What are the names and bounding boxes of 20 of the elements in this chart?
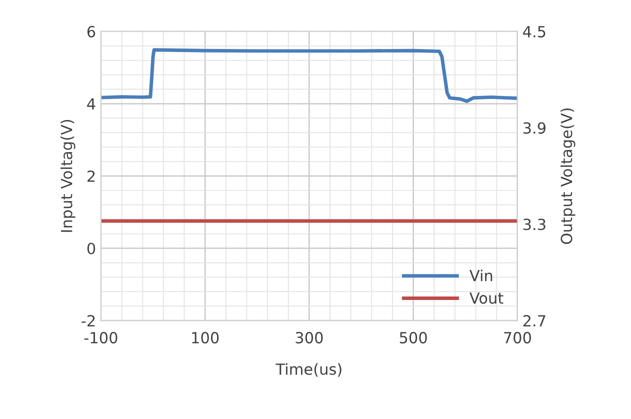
x-tick-label: 500 bbox=[400, 332, 427, 344]
y-tick-label: 2 bbox=[88, 170, 95, 182]
y-tick-label: 6 bbox=[87, 26, 96, 38]
x-tick-label: 700 bbox=[504, 332, 531, 344]
y2-tick-label: 3.9 bbox=[523, 122, 546, 134]
y2-tick-label: 3.3 bbox=[523, 218, 546, 230]
legend-label: Vout bbox=[470, 292, 504, 304]
x-tick-label: -100 bbox=[84, 332, 118, 344]
y-axis-title: Input Voltag(V) bbox=[60, 120, 76, 232]
legend-label: Vin bbox=[470, 270, 492, 282]
x-axis-title: Time(us) bbox=[276, 363, 342, 377]
y-tick-label: -2 bbox=[82, 315, 95, 326]
y2-tick-label: 2.7 bbox=[523, 315, 546, 326]
y-tick-label: 4 bbox=[87, 98, 96, 110]
y-tick-label: 0 bbox=[87, 242, 96, 254]
line-series bbox=[100, 48, 518, 103]
x-tick-label: 300 bbox=[296, 332, 323, 344]
y2-axis-title: Output Voltage(V) bbox=[560, 108, 576, 244]
x-tick-label: 100 bbox=[192, 332, 219, 344]
y2-tick-label: 4.5 bbox=[523, 26, 546, 38]
